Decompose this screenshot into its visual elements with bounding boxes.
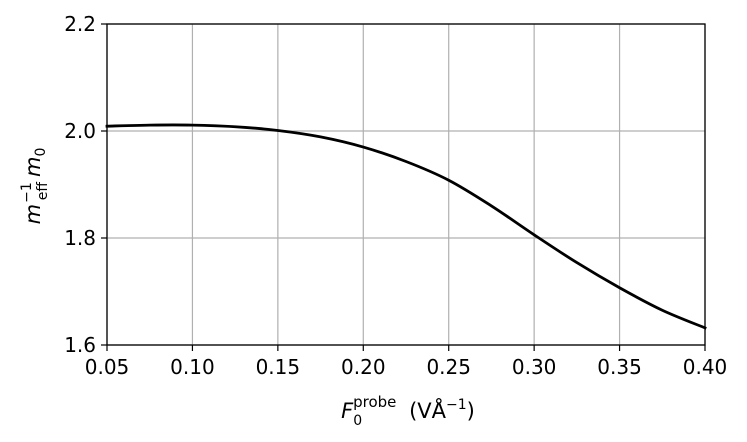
x-tick-label: 0.15 (256, 355, 301, 379)
grid-lines (106, 23, 706, 346)
x-tick-label: 0.05 (85, 355, 130, 379)
series-line (105, 123, 707, 330)
y-tick-label: 1.6 (64, 333, 96, 357)
y-axis: 1.6 1.8 2.0 2.2 (64, 12, 107, 357)
y-tick-label: 2.2 (64, 12, 96, 36)
y-axis-label: m−1effm0 (19, 148, 51, 225)
x-tick-label: 0.20 (341, 355, 386, 379)
x-tick-label: 0.35 (597, 355, 642, 379)
x-tick-label: 0.40 (683, 355, 728, 379)
y-tick-label: 2.0 (64, 119, 96, 143)
x-tick-label: 0.10 (170, 355, 215, 379)
x-tick-label: 0.30 (512, 355, 557, 379)
y-tick-label: 1.8 (64, 226, 96, 250)
x-tick-label: 0.25 (426, 355, 471, 379)
plot-frame (106, 23, 706, 346)
x-axis-label: F0probe (VÅ−1) (341, 393, 475, 429)
plot-area (105, 123, 707, 330)
x-axis: 0.05 0.10 0.15 0.20 0.25 0.30 0.35 0.40 (85, 345, 728, 379)
